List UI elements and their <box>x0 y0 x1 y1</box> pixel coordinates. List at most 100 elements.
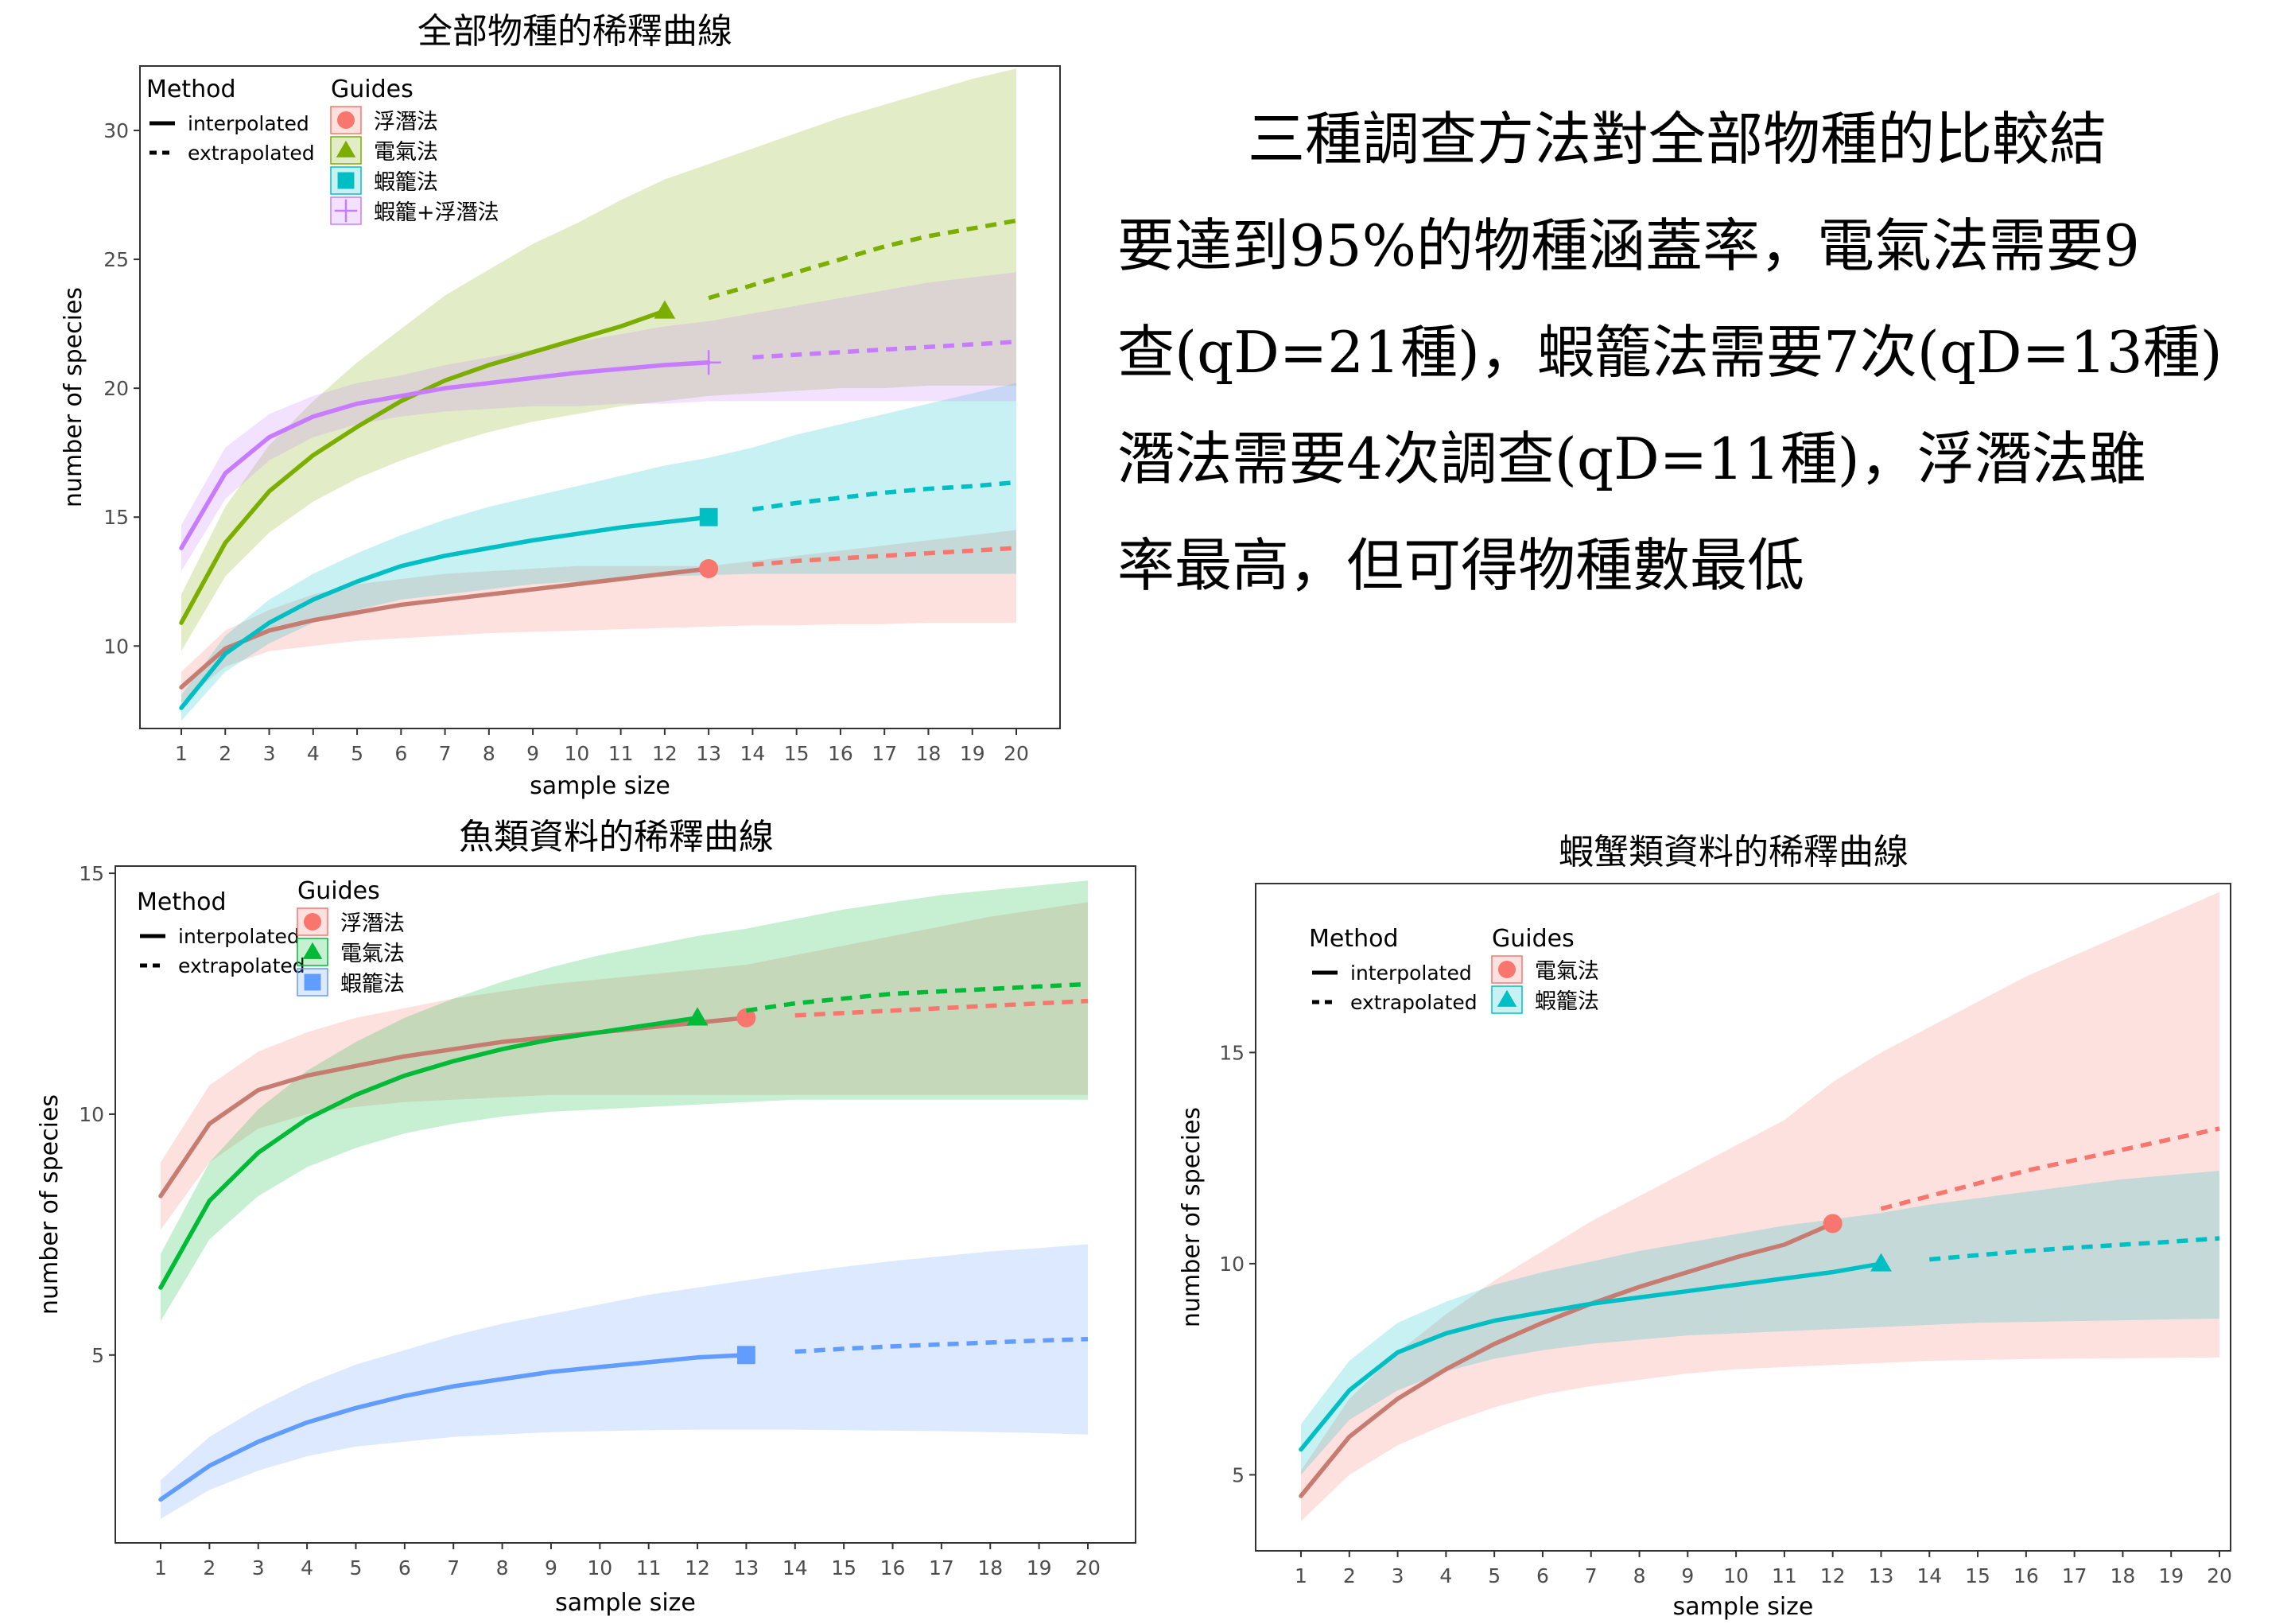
x-tick-label: 11 <box>608 742 634 765</box>
y-axis-label: number of species <box>36 1094 64 1315</box>
x-tick-label: 11 <box>636 1556 662 1579</box>
legend-method-item: interpolated <box>1350 962 1472 985</box>
interpolated-line <box>179 359 711 550</box>
summary-line: 三種調查方法對全部物種的比較結 <box>1248 106 2107 173</box>
chart-title: 魚類資料的稀釋曲線 <box>459 817 774 857</box>
x-tick-label: 9 <box>526 742 539 765</box>
extrapolated-line <box>752 340 1017 360</box>
extrapolated-line <box>746 981 1089 1013</box>
x-tick-label: 8 <box>483 742 495 765</box>
confidence-band <box>181 530 1016 703</box>
y-tick-label: 30 <box>103 119 129 142</box>
plot-area <box>158 880 1089 1519</box>
x-tick-label: 19 <box>1027 1556 1052 1579</box>
legend-method-title: Method <box>146 76 236 103</box>
x-tick-label: 6 <box>394 742 407 765</box>
x-tick-label: 8 <box>1633 1564 1646 1587</box>
observed-point <box>736 1008 756 1028</box>
x-tick-label: 20 <box>2207 1564 2232 1587</box>
confidence-band <box>181 272 1016 572</box>
x-tick-label: 18 <box>977 1556 1003 1579</box>
legend-key-marker <box>337 111 355 129</box>
x-tick-label: 10 <box>564 742 589 765</box>
x-tick-label: 7 <box>447 1556 460 1579</box>
legend-guides-item: 電氣法 <box>1535 959 1599 984</box>
observed-point <box>1823 1214 1843 1234</box>
chart-title: 蝦蟹類資料的稀釋曲線 <box>1559 832 1909 872</box>
x-tick-label: 1 <box>175 742 188 765</box>
legend-guides-item: 浮潛法 <box>374 110 438 134</box>
x-tick-label: 15 <box>831 1556 856 1579</box>
x-tick-label: 3 <box>1392 1564 1404 1587</box>
legend-method-title: Method <box>1309 925 1399 953</box>
observed-point <box>1870 1253 1892 1272</box>
legend-key-marker <box>1497 989 1517 1007</box>
legend-key-marker <box>336 140 356 157</box>
interpolated-line <box>179 515 711 710</box>
y-tick-label: 5 <box>91 1344 104 1367</box>
x-tick-label: 7 <box>439 742 452 765</box>
legend-guides-title: Guides <box>1492 925 1575 953</box>
extrapolated-line <box>752 480 1017 512</box>
x-tick-label: 12 <box>652 742 678 765</box>
legend-key-marker <box>304 973 321 991</box>
interpolated-line <box>158 1016 749 1199</box>
x-tick-label: 1 <box>154 1556 167 1579</box>
x-tick-label: 2 <box>1343 1564 1356 1587</box>
plot-border <box>139 65 1061 729</box>
x-tick-label: 18 <box>916 742 942 765</box>
legend: Method interpolated extrapolated Guides 浮潛法電… <box>137 877 405 997</box>
x-tick-label: 13 <box>1869 1564 1894 1587</box>
y-tick-label: 25 <box>103 248 129 271</box>
legend-method-item: extrapolated <box>178 954 305 977</box>
x-tick-label: 12 <box>685 1556 710 1579</box>
x-tick-label: 6 <box>398 1556 411 1579</box>
summary-line: 查(qD=21種)，蝦籠法需要7次(qD=13種) <box>1117 319 2223 386</box>
legend-key-marker <box>302 942 323 959</box>
y-axis-label: number of species <box>60 287 87 507</box>
y-axis-label: number of species <box>1178 1107 1206 1327</box>
x-tick-label: 19 <box>2158 1564 2184 1587</box>
legend-guides-item: 蝦籠法 <box>374 170 438 195</box>
y-tick-label: 10 <box>103 635 129 658</box>
plot-panel <box>140 66 1060 728</box>
x-tick-label: 14 <box>1916 1564 1942 1587</box>
y-tick-label: 15 <box>79 862 104 885</box>
interpolated-line <box>158 1016 700 1290</box>
x-tick-label: 5 <box>350 1556 363 1579</box>
x-tick-label: 16 <box>880 1556 906 1579</box>
x-tick-label: 5 <box>351 742 363 765</box>
interpolated-line <box>1299 1221 1835 1498</box>
x-tick-label: 9 <box>545 1556 557 1579</box>
plot-area <box>179 68 1017 721</box>
confidence-band <box>1301 892 2219 1521</box>
confidence-band <box>161 902 1088 1230</box>
x-tick-label: 15 <box>784 742 810 765</box>
x-tick-label: 1 <box>1295 1564 1307 1587</box>
observed-point <box>737 1346 755 1365</box>
x-tick-label: 6 <box>1536 1564 1549 1587</box>
x-tick-label: 20 <box>1004 742 1029 765</box>
interpolated-line <box>179 566 711 690</box>
extrapolated-line <box>1929 1236 2220 1262</box>
legend-key-marker <box>334 199 358 223</box>
x-tick-label: 3 <box>252 1556 265 1579</box>
y-tick-label: 15 <box>103 506 129 529</box>
observed-point <box>699 559 719 579</box>
chart-title: 全部物種的稀釋曲線 <box>417 11 732 52</box>
extrapolated-line <box>752 546 1017 567</box>
x-tick-label: 15 <box>1965 1564 1990 1587</box>
confidence-band <box>161 1244 1088 1519</box>
extrapolated-line <box>1880 1126 2220 1211</box>
legend: Method interpolated extrapolated Guides 浮潛法電… <box>146 76 499 225</box>
x-tick-label: 17 <box>872 742 897 765</box>
x-tick-label: 17 <box>2062 1564 2087 1587</box>
x-tick-label: 8 <box>496 1556 509 1579</box>
x-tick-label: 19 <box>960 742 985 765</box>
x-tick-label: 4 <box>307 742 320 765</box>
x-tick-label: 17 <box>929 1556 954 1579</box>
observed-point <box>654 300 676 319</box>
